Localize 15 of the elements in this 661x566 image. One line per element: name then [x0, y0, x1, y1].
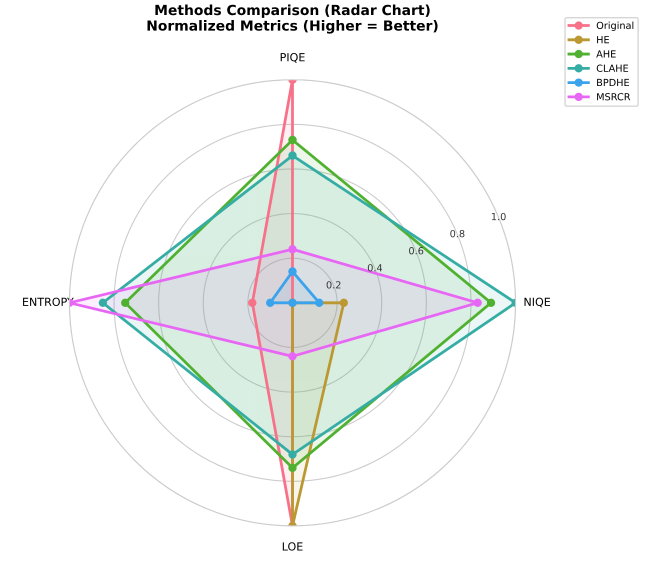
chart-title: Methods Comparison (Radar Chart) Normalized Metrics (Higher = Better) — [148, 4, 438, 34]
y-tick-label: 0.6 — [409, 247, 424, 254]
legend-label: AHE — [596, 50, 616, 58]
y-tick-label: 1.0 — [492, 212, 506, 220]
legend-label: HE — [597, 36, 609, 44]
spoke-label: LOE — [282, 542, 303, 551]
legend-label: BPDHE — [597, 78, 630, 86]
spoke-label: NIQE — [524, 298, 550, 308]
y-tick-label: 0.4 — [368, 264, 382, 272]
spoke-label: PIQE — [280, 53, 305, 63]
legend-label: Original — [596, 22, 634, 31]
y-tick-label: 0.8 — [450, 230, 464, 238]
y-tick-label: 0.2 — [326, 281, 340, 289]
legend-label: CLAHE — [596, 64, 628, 72]
legend-label: MSRCR — [597, 93, 630, 100]
